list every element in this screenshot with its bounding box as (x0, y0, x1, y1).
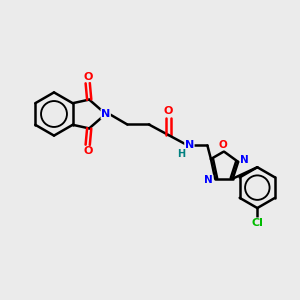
Text: O: O (83, 146, 92, 157)
Text: N: N (204, 175, 213, 185)
Text: O: O (83, 71, 92, 82)
Text: H: H (177, 149, 185, 159)
Text: N: N (185, 140, 194, 150)
Text: N: N (240, 155, 249, 165)
Text: Cl: Cl (251, 218, 263, 228)
Text: N: N (101, 109, 110, 119)
Text: O: O (164, 106, 173, 116)
Text: O: O (218, 140, 227, 150)
